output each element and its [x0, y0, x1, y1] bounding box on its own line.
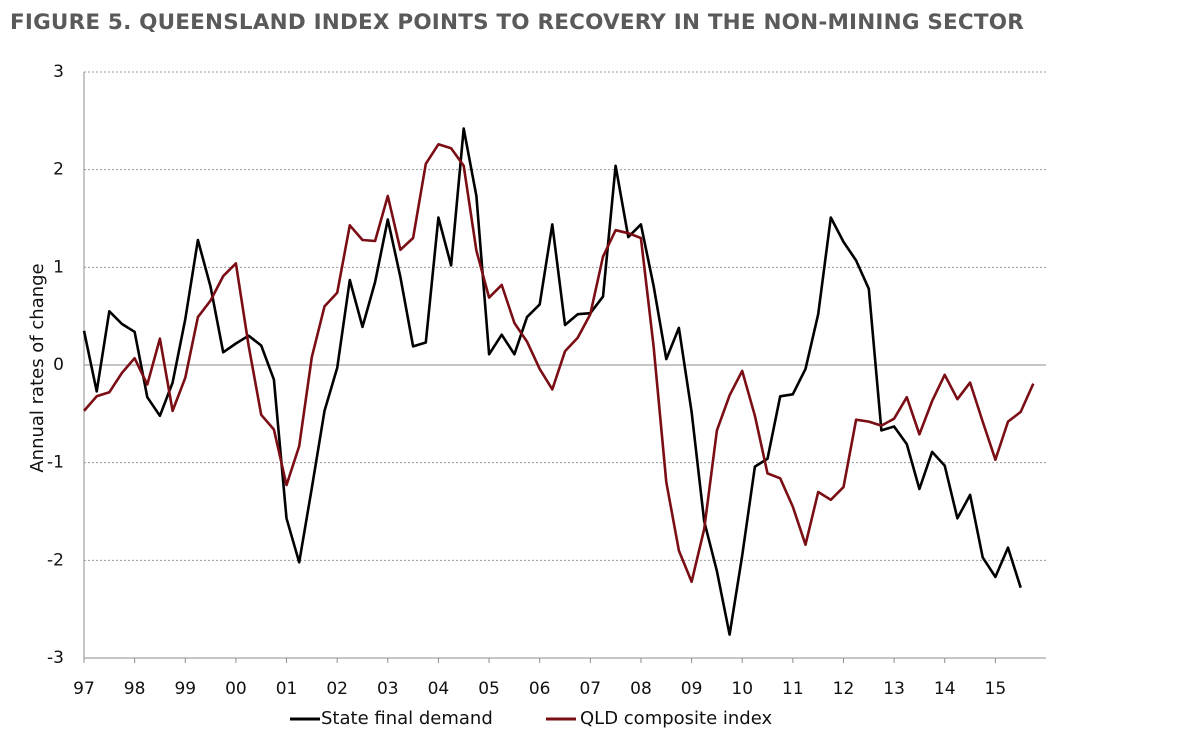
x-tick-label: 12: [833, 679, 855, 699]
x-tick-label: 06: [529, 679, 551, 699]
axes: [83, 72, 1046, 663]
series-line-qld-composite-index: [83, 143, 1035, 584]
y-tick-label: 1: [53, 257, 64, 277]
x-tick-label: 05: [478, 679, 500, 699]
x-tick-label: 99: [174, 679, 196, 699]
x-tick-label: 13: [883, 679, 905, 699]
x-tick-labels: 97 98 99 00 01 02 03 04 05 06 07 08 09 10 11 12 13 14 15: [73, 679, 1006, 699]
series-lines: [82, 127, 1035, 636]
y-tick-label: -3: [47, 648, 64, 668]
x-tick-label: 04: [428, 679, 450, 699]
series-line-state-final-demand: [82, 127, 1022, 636]
x-tick-label: 11: [782, 679, 804, 699]
legend-item: QLD composite index: [546, 708, 772, 729]
x-tick-label: 01: [276, 679, 298, 699]
x-tick-label: 15: [985, 679, 1007, 699]
y-tick-label: -2: [47, 550, 64, 570]
y-tick-labels: 3 2 1 0 -1 -2 -3: [47, 62, 64, 668]
legend-item: State final demand: [290, 708, 493, 729]
x-tick-label: 09: [681, 679, 703, 699]
x-tick-label: 10: [731, 679, 753, 699]
legend-label: QLD composite index: [580, 708, 772, 729]
y-tick-label: -1: [47, 453, 64, 473]
legend: State final demand QLD composite index: [290, 708, 772, 729]
y-tick-label: 2: [53, 160, 64, 180]
x-tick-label: 08: [630, 679, 652, 699]
y-tick-label: 0: [53, 355, 64, 375]
x-tick-label: 97: [73, 679, 95, 699]
x-tick-label: 14: [934, 679, 956, 699]
x-tick-label: 02: [326, 679, 348, 699]
x-tick-label: 00: [225, 679, 247, 699]
y-tick-label: 3: [53, 62, 64, 82]
x-tick-label: 98: [124, 679, 146, 699]
y-axis-label: Annual rates of change: [27, 263, 48, 472]
legend-label: State final demand: [321, 708, 493, 729]
chart-title: FIGURE 5. QUEENSLAND INDEX POINTS TO REC…: [10, 10, 1025, 35]
x-tick-label: 07: [579, 679, 601, 699]
x-tick-label: 03: [377, 679, 399, 699]
